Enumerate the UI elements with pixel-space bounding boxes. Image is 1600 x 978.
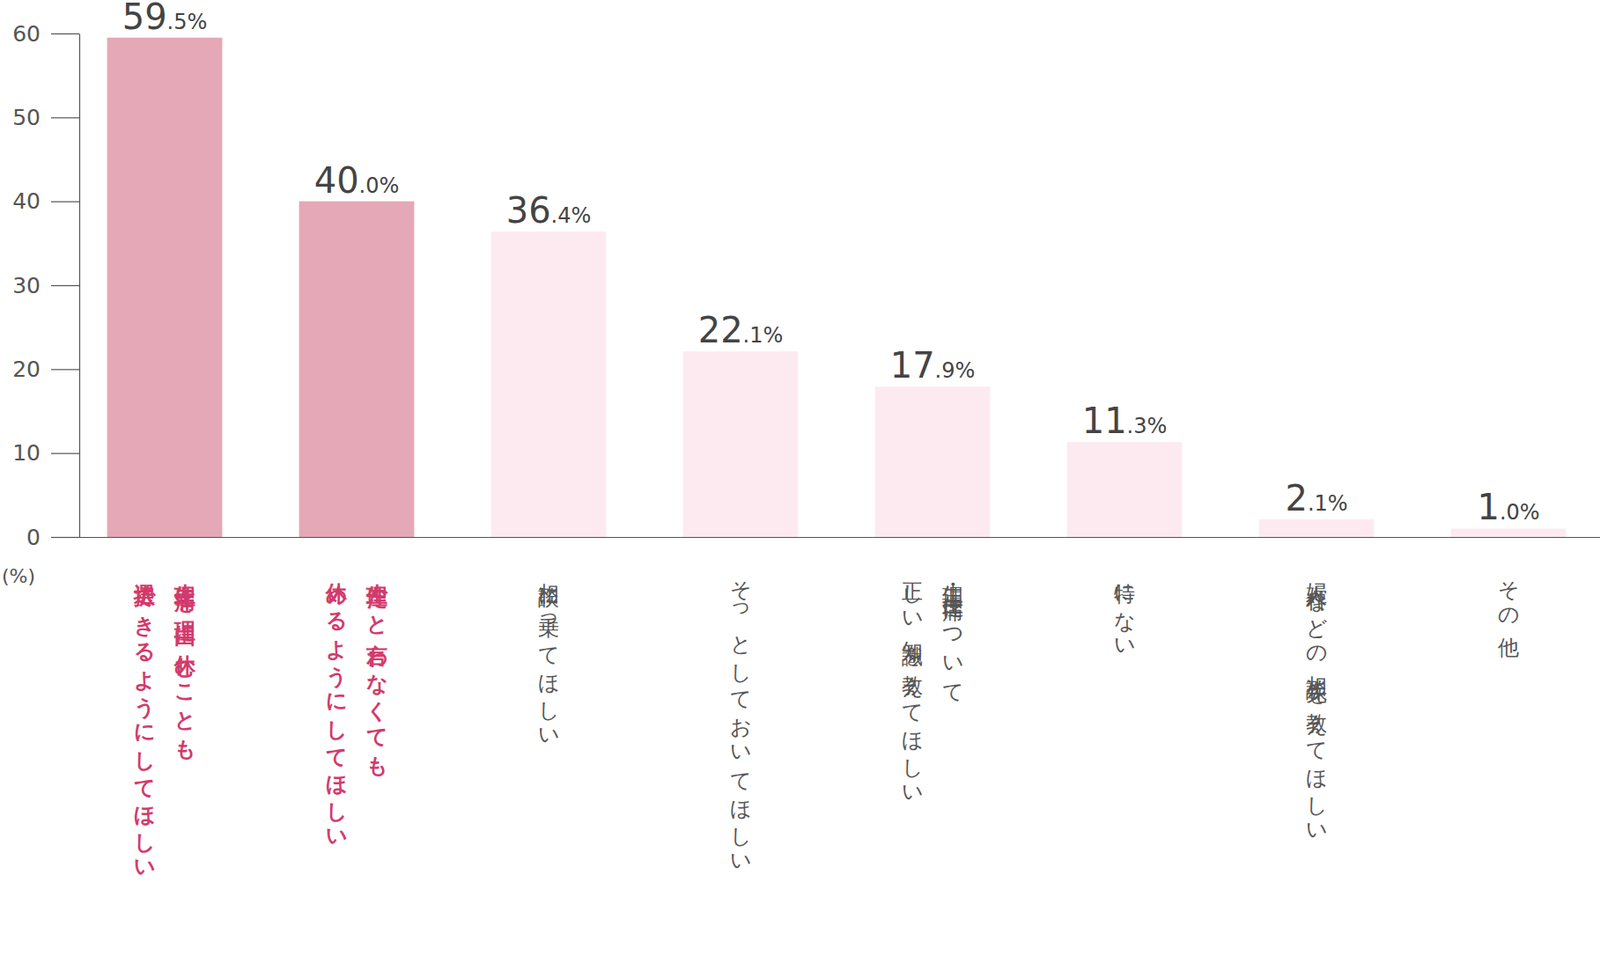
- x-tick-label: 相談に乗ってほしい: [536, 566, 561, 744]
- y-tick-mark: [51, 368, 80, 370]
- bar: [107, 37, 223, 538]
- data-label: 2.1%: [1284, 478, 1348, 519]
- data-label: 59.5%: [122, 0, 208, 37]
- x-tick-label: 特にない: [1112, 566, 1137, 654]
- y-tick-mark: [51, 33, 80, 35]
- y-tick-label: 30: [12, 272, 41, 299]
- y-tick-mark: [51, 285, 80, 287]
- data-label: 17.9%: [890, 345, 976, 386]
- x-tick-label: 生理痛を理由に休むことも選択できるようにしてほしい: [132, 566, 198, 876]
- y-tick-label: 0: [26, 524, 41, 551]
- bar: [1451, 528, 1567, 538]
- y-tick-label: 50: [12, 104, 41, 131]
- y-tick-label: 60: [12, 21, 41, 47]
- x-axis: [69, 537, 1600, 539]
- y-tick: 60: [12, 21, 80, 47]
- bar: [875, 386, 991, 538]
- bars: [107, 37, 1567, 538]
- data-label: 1.0%: [1476, 486, 1540, 528]
- y-tick-label: 10: [12, 440, 41, 466]
- y-tick-mark: [51, 453, 80, 455]
- y-tick: 30: [12, 272, 80, 299]
- y-tick-mark: [51, 201, 80, 203]
- x-tick-label: 生理だと言わなくても休めるようにしてほしい: [324, 566, 390, 845]
- x-axis-line: [69, 537, 1600, 539]
- data-label: 40.0%: [314, 160, 400, 201]
- y-axis-line: [79, 34, 81, 539]
- x-tick-label: 婦人科などの相談先を教えてほしい: [1304, 566, 1329, 839]
- chart: 0 10 20 30 40 50 60 59.5% 40.0% 36.4% 22.1% 17.9% 11…: [0, 0, 1600, 978]
- data-label: 22.1%: [698, 309, 784, 351]
- y-tick: 10: [12, 440, 80, 466]
- y-tick: 40: [12, 188, 80, 214]
- y-tick: 20: [12, 356, 80, 383]
- y-tick-label: 40: [12, 188, 41, 214]
- data-label: 11.3%: [1082, 400, 1168, 442]
- x-tick-label: そっとしておいてほしい: [728, 566, 753, 870]
- bar: [491, 231, 607, 538]
- bar: [1067, 442, 1183, 538]
- data-label: 36.4%: [506, 190, 592, 231]
- y-axis: 0 10 20 30 40 50 60: [12, 21, 80, 551]
- bar: [299, 201, 415, 538]
- x-tick-label: その他: [1496, 566, 1521, 659]
- y-axis-title: (%): [1, 565, 36, 588]
- x-tick-label: 生理・生理痛について正しい知識を教えてほしい: [899, 566, 966, 801]
- bar: [683, 351, 799, 538]
- y-tick: 50: [12, 104, 80, 131]
- y-tick-label: 20: [12, 356, 41, 383]
- bar: [1259, 519, 1375, 538]
- y-tick-mark: [51, 117, 80, 118]
